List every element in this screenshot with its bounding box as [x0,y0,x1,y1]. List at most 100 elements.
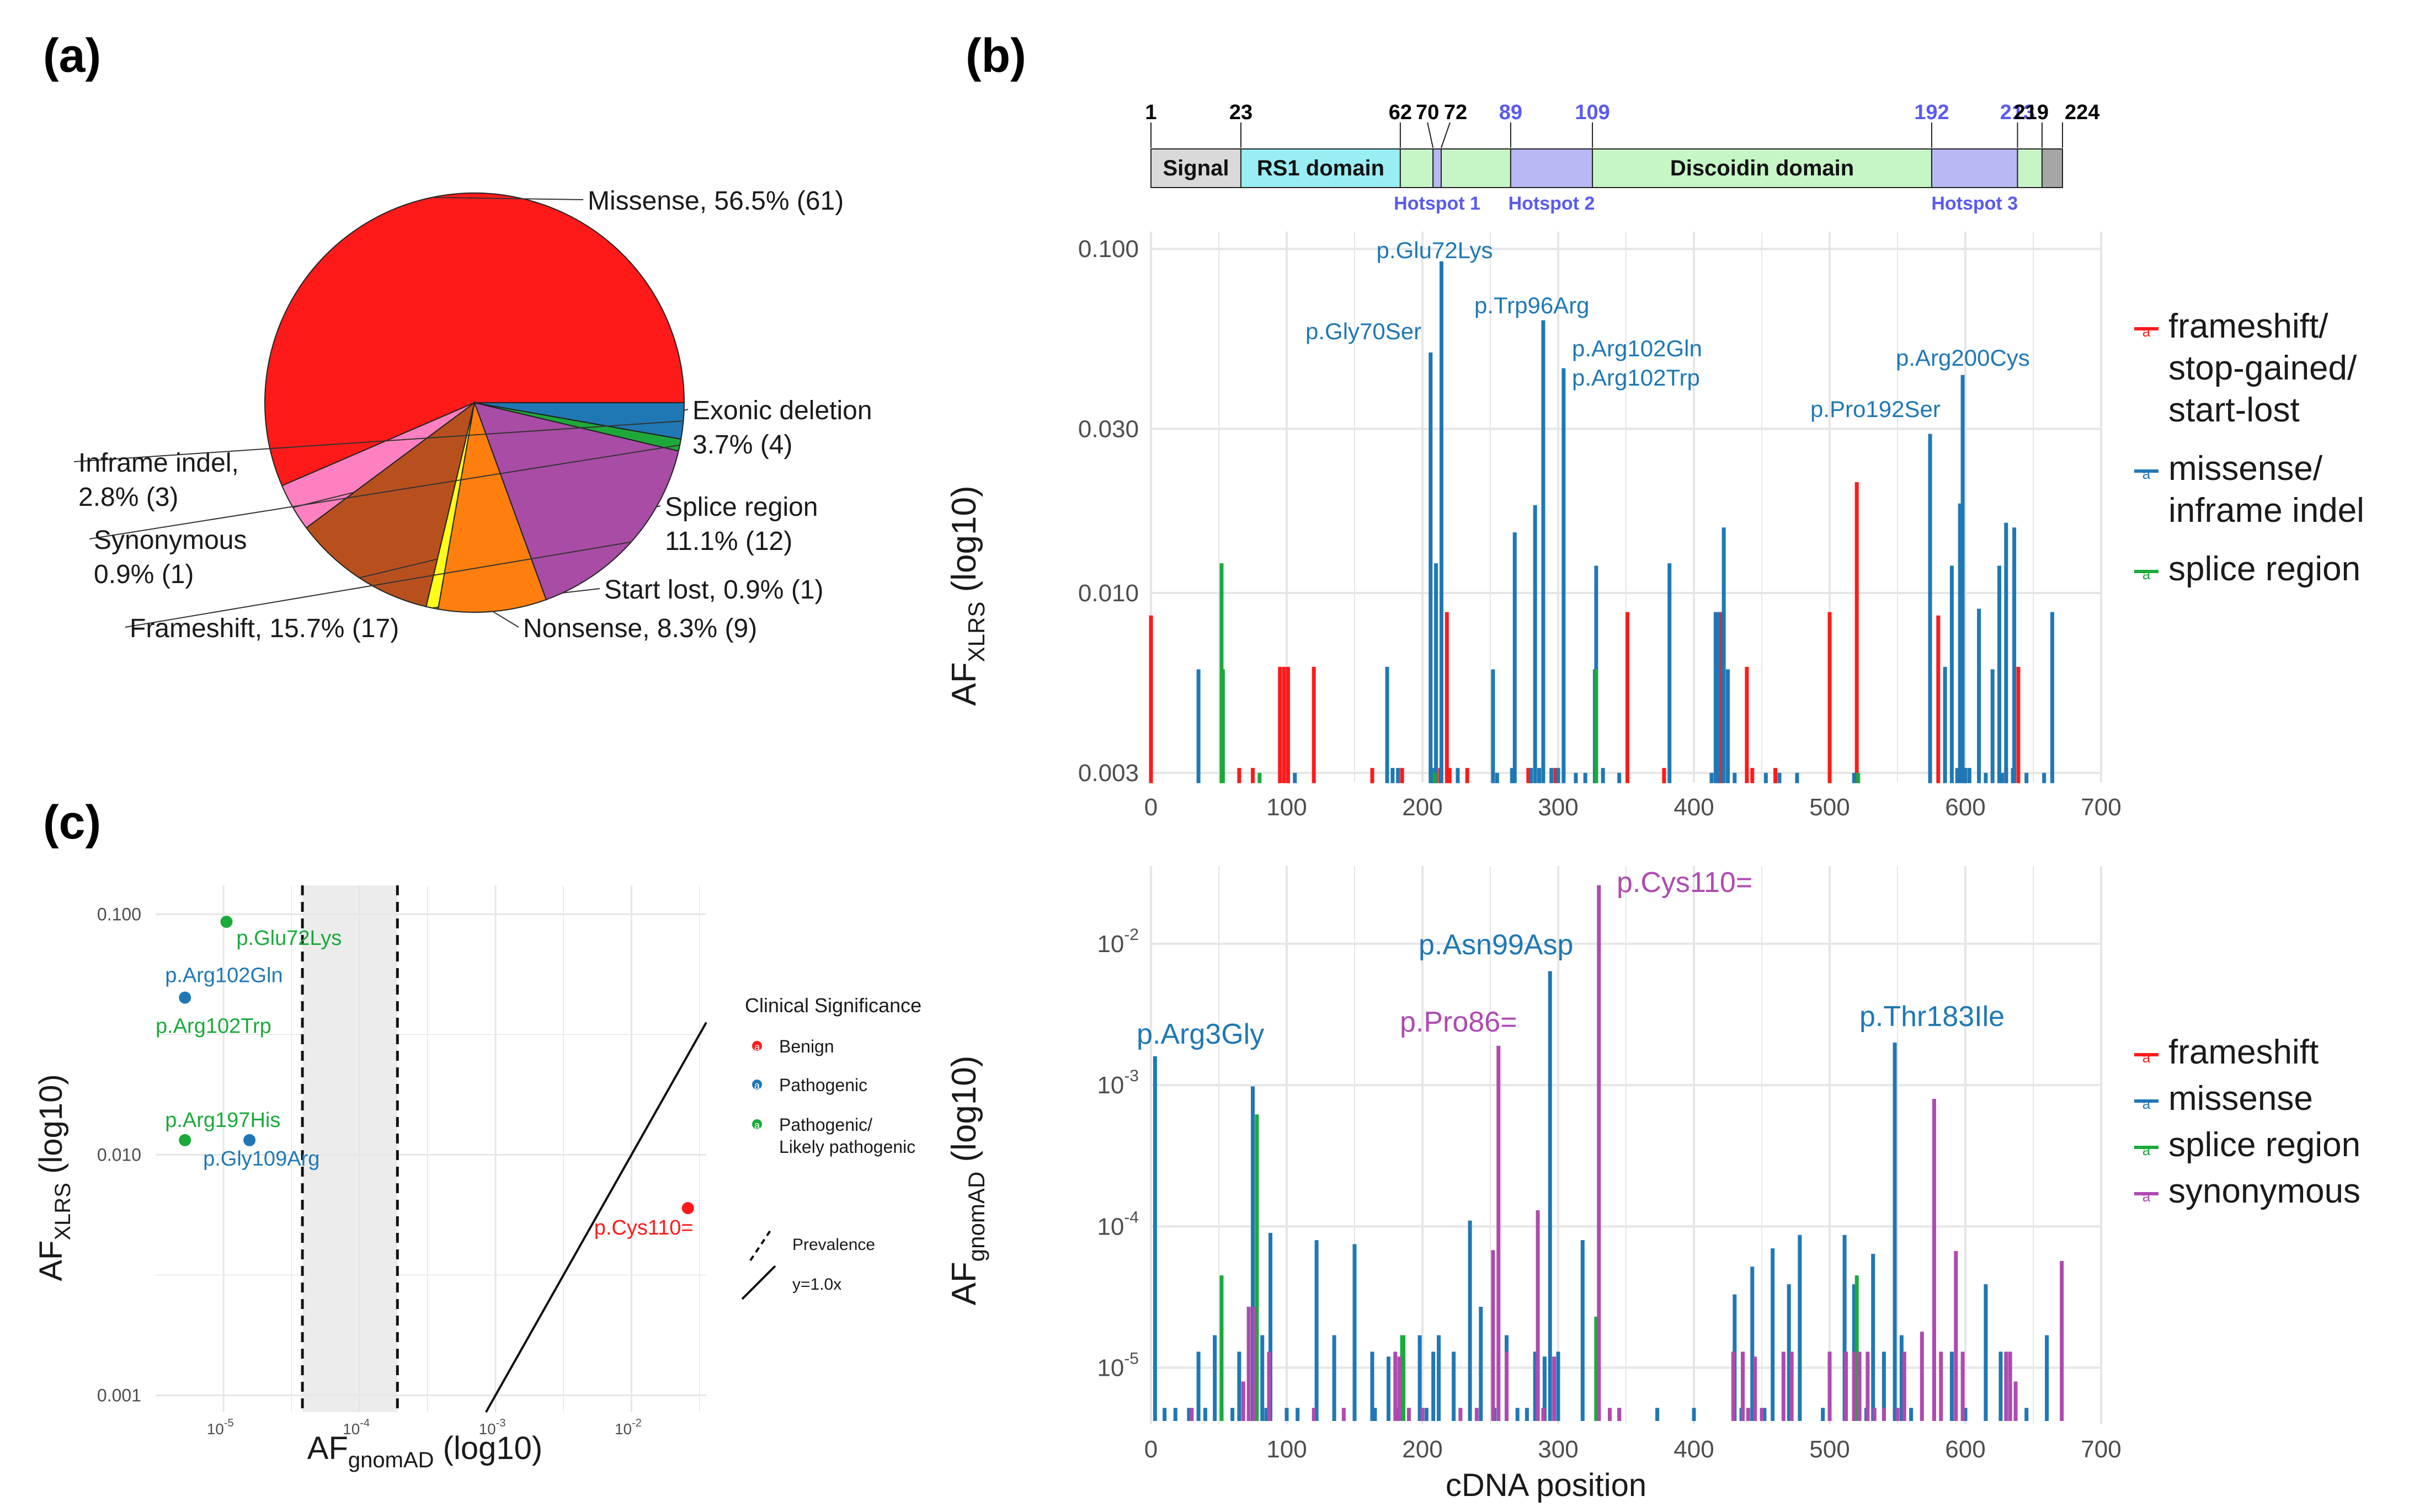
hotspot-label: Hotspot 3 [1931,193,2018,214]
pie-slice-label: Exonic deletion 3.7% (4) [692,396,872,460]
pie-leader-line [125,541,632,628]
gnomad-ylabel: AFgnomAD (log10) [945,1056,989,1306]
bar-annotation: p.Pro86= [1400,1006,1517,1038]
protein-tick [1427,122,1434,148]
scatter-point-label: p.Arg102Trp [156,1015,271,1038]
protein-domain-map: Signal RS1 domain Discoidin domain 1 23 62 70 7… [1145,101,2099,214]
protein-segment [1510,148,1593,188]
panel-label-a: (a) [43,29,101,82]
bar-annotation: p.Arg3Gly [1137,1018,1264,1050]
xlrs-bar-chart: AFXLRS (log10) 0 100 200 300 400 500 600 700 0.0… [945,232,2364,821]
x-tick-label: 300 [1538,1436,1578,1463]
scatter-point [179,1134,191,1146]
x-tick-label: 700 [2081,794,2121,821]
x-tick-label: 700 [2081,1436,2121,1463]
legend-key-glyph: a [2142,466,2151,482]
legend-label: frameshift/ [2168,307,2328,345]
hotspot-label: Hotspot 1 [1394,193,1480,214]
x-tick-label: 10-4 [343,1417,370,1438]
protein-position-label: 224 [2065,101,2099,124]
bar-annotation: p.Gly70Ser [1305,318,1421,344]
x-tick-label: 10-5 [207,1417,234,1438]
protein-segment-label: Signal [1163,156,1229,180]
protein-position-label: 62 [1389,101,1412,124]
legend-label: inframe indel [2168,491,2364,530]
legend-label: stop-gained/ [2168,349,2357,387]
protein-position-label: 70 [1416,101,1439,124]
gnomad-bar-chart: AFgnomAD (log10) cDNA position 0 100 200 30… [945,866,2360,1503]
pie-slice-label: Nonsense, 8.3% (9) [523,614,757,643]
bar-annotation: p.Trp96Arg [1474,292,1590,318]
pie-leader-line [432,196,584,200]
scatter-xlabel: AFgnomAD (log10) [307,1430,542,1472]
x-tick-label: 100 [1266,1436,1307,1463]
pie-slice-label: Synonymous 0.9% (1) [94,526,247,589]
legend-key-reference [741,1265,776,1300]
pie-slice-label: Splice region 11.1% (12) [665,493,818,556]
gnomad-xlabel: cDNA position [1446,1467,1646,1503]
bar-annotation: p.Asn99Asp [1419,929,1573,961]
pie-slice-label: Start lost, 0.9% (1) [604,575,823,605]
legend-key-glyph: a [2142,566,2151,583]
scatter-point-label: p.Cys110= [594,1216,694,1239]
protein-segment [1150,148,1241,188]
pie-leader-line [89,444,680,539]
protein-segment [1931,148,2018,188]
pie-slice [437,400,547,613]
prevalence-band [302,885,398,1412]
legend-label: Benign [779,1037,834,1056]
pie-chart: Missense, 56.5% (61) Exonic deletion 3.7% … [73,186,872,643]
x-tick-label: 100 [1266,794,1307,821]
bar-annotation: p.Glu72Lys [1377,237,1493,263]
x-tick-label: 600 [1945,1436,1985,1463]
scatter-point-label: p.Glu72Lys [236,927,342,950]
panel-label-c: (c) [43,796,101,849]
scatter-point [243,1134,256,1146]
scatter-point [179,991,191,1004]
scatter-point-label: p.Arg197His [165,1109,280,1132]
protein-position-label: 192 [1914,101,1949,124]
protein-segment [1592,148,1932,188]
scatter-point-label: p.Gly109Arg [203,1147,319,1171]
pie-slice-label: Inframe indel, 2.8% (3) [78,448,239,512]
protein-segment [1240,148,1401,188]
scatter-ylabel: AFXLRS (log10) [33,1074,75,1281]
x-tick-label: 500 [1809,1436,1850,1463]
x-tick-label: 10-2 [615,1417,642,1438]
x-tick-label: 500 [1809,794,1850,821]
legend-label: splice region [2168,550,2360,588]
protein-position-label: 1 [1145,101,1156,124]
protein-position-label: 219 [2014,101,2049,124]
y-tick-label: 10-3 [1097,1067,1139,1099]
legend-key-glyph: a [2142,1142,2151,1158]
scatter-point [681,1202,694,1215]
legend-label: splice region [2168,1126,2360,1164]
pie-leader-line [492,611,519,628]
legend-label: synonymous [2168,1172,2360,1210]
hotspot-label: Hotspot 2 [1509,193,1595,214]
y-tick-label: 0.003 [1078,760,1139,787]
legend-key-glyph: a [754,1041,760,1052]
protein-position-label: 213 [2000,101,2035,124]
x-tick-label: 600 [1945,794,1985,821]
panel-label-b: (b) [966,29,1026,82]
protein-position-label: 89 [1499,101,1522,124]
legend-label: frameshift [2168,1033,2319,1071]
y-tick-label: 0.100 [97,904,141,924]
pie-slice-label: Missense, 56.5% (61) [588,186,844,216]
pie-leader-line [73,420,684,462]
x-tick-label: 0 [1144,794,1158,821]
reference-line [485,1022,707,1413]
legend-key-green [752,1119,762,1129]
bar-annotation: p.Arg102Gln [1572,335,1702,361]
protein-segment [1399,148,1434,188]
y-tick-label: 0.001 [97,1385,141,1405]
legend-key-glyph: a [2142,1049,2151,1066]
y-tick-label: 10-2 [1097,926,1139,958]
bar-annotation: p.Arg200Cys [1896,345,2030,371]
legend-key-glyph: a [2142,1188,2151,1205]
protein-tick [1441,122,1451,148]
x-tick-label: 0 [1144,1436,1158,1463]
legend-label: Pathogenic [779,1075,867,1095]
